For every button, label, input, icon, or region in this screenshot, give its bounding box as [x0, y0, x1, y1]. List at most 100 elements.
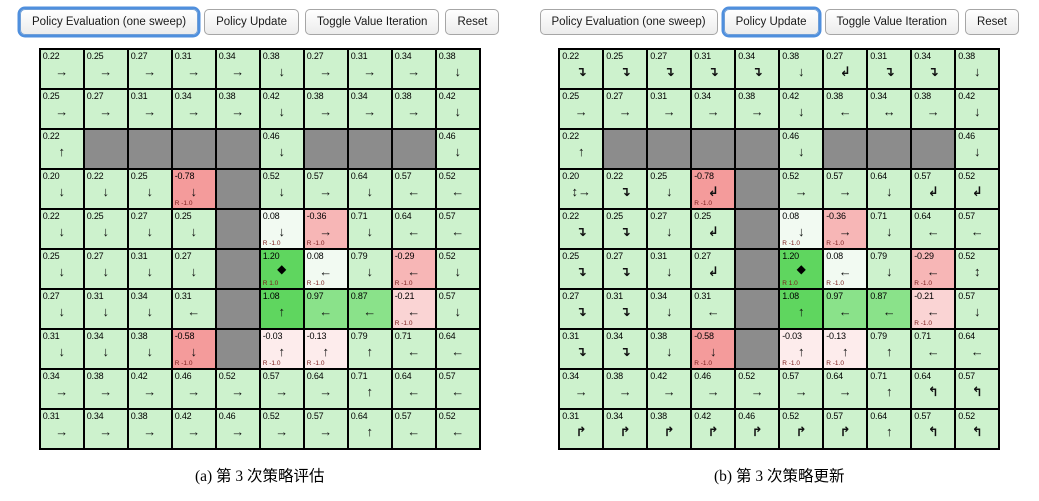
policy-arrow-icon: ↕→	[571, 184, 592, 199]
policy-arrow-icon: ↑	[798, 304, 805, 319]
cell-value: 0.46	[738, 411, 755, 421]
cell-value: 0.34	[350, 91, 368, 101]
grid-cell: 0.97 ←	[823, 289, 868, 329]
policy-arrow-icon: ↓	[886, 224, 893, 239]
policy-arrow-icon: ↓	[798, 144, 805, 159]
cell-value: -0.36	[306, 211, 327, 221]
grid-cell: 0.64 ↓	[347, 169, 392, 209]
grid-cell: 0.31 ↴	[603, 289, 648, 329]
reward-label: R -1.0	[174, 200, 193, 207]
grid-cell: 0.64 →	[303, 369, 348, 409]
policy-arrow-icon: ↓	[190, 344, 198, 359]
button-toggle-value-iteration[interactable]: Toggle Value Iteration	[305, 9, 440, 35]
grid-cell: 0.31 →	[39, 409, 84, 449]
policy-arrow-icon: ↴	[575, 344, 587, 359]
button-policy-evaluation-one-sweep[interactable]: Policy Evaluation (one sweep)	[539, 9, 718, 35]
policy-arrow-icon: ↓	[102, 304, 110, 319]
cell-value: 0.71	[914, 331, 931, 341]
wall-cell	[215, 169, 260, 209]
policy-arrow-icon: →	[407, 104, 421, 119]
button-toggle-value-iteration[interactable]: Toggle Value Iteration	[824, 9, 959, 35]
cell-value: 0.34	[606, 411, 623, 421]
grid-cell: 0.31 ↓	[647, 249, 692, 289]
cell-value: 0.87	[870, 291, 887, 301]
policy-arrow-icon: →	[275, 424, 289, 439]
reward-label: R -1.0	[826, 240, 844, 247]
cell-value: 0.64	[958, 331, 975, 341]
button-policy-update[interactable]: Policy Update	[723, 9, 819, 35]
cell-value: 0.27	[650, 211, 667, 221]
grid-cell: 0.64 →	[823, 369, 868, 409]
grid-cell: 0.25 ↴	[559, 249, 604, 289]
wall-cell	[171, 129, 216, 169]
button-reset[interactable]: Reset	[964, 9, 1019, 35]
grid-cell: 0.25 ↓	[171, 209, 216, 249]
cell-value: 0.31	[174, 291, 192, 301]
cell-value: -0.29	[394, 251, 415, 261]
policy-arrow-icon: →	[706, 104, 720, 119]
cell-value: 0.64	[826, 371, 843, 381]
cell-value: 0.79	[870, 331, 887, 341]
policy-arrow-icon: ↓	[146, 224, 154, 239]
cell-value: 0.38	[218, 91, 236, 101]
cell-value: 0.25	[86, 211, 104, 221]
policy-arrow-icon: ↓	[278, 224, 286, 239]
policy-arrow-icon: ↑	[798, 344, 805, 359]
policy-arrow-icon: ←	[187, 304, 201, 319]
policy-arrow-icon: ↓	[974, 144, 981, 159]
policy-arrow-icon: ↓	[366, 184, 374, 199]
policy-arrow-icon: ↓	[798, 104, 805, 119]
policy-arrow-icon: ↲	[707, 224, 719, 239]
wall-cell	[735, 249, 780, 289]
grid-cell: 0.08 ← R -1.0	[823, 249, 868, 289]
cell-value: 0.25	[606, 211, 623, 221]
cell-value: 0.31	[42, 331, 60, 341]
policy-arrow-icon: ↓	[278, 104, 286, 119]
cell-value: 0.46	[438, 131, 456, 141]
button-policy-evaluation-one-sweep[interactable]: Policy Evaluation (one sweep)	[20, 9, 199, 35]
cell-value: 0.97	[826, 291, 843, 301]
cell-value: 0.31	[350, 51, 368, 61]
reward-label: R -1.0	[262, 240, 281, 247]
policy-arrow-icon: ←	[451, 184, 465, 199]
policy-arrow-icon: ↓	[58, 304, 66, 319]
policy-arrow-icon: ↓	[974, 64, 981, 79]
cell-value: 0.38	[306, 91, 324, 101]
wall-cell	[127, 129, 172, 169]
grid-cell: 0.46 ↱	[735, 409, 780, 449]
policy-arrow-icon: ↱	[795, 424, 807, 439]
policy-arrow-icon: →	[363, 104, 377, 119]
policy-arrow-icon: ↓	[366, 264, 374, 279]
grid-cell: 0.64 ↰	[911, 369, 956, 409]
grid-cell: 1.08 ↑	[259, 289, 304, 329]
cell-value: 0.27	[42, 291, 60, 301]
grid-cell: 0.34 →	[691, 89, 736, 129]
grid-cell: 0.31 →	[647, 89, 692, 129]
grid-cell: 0.46 ↓	[259, 129, 304, 169]
grid-cell: 0.22 ↓	[39, 209, 84, 249]
policy-arrow-icon: →	[55, 424, 69, 439]
grid-cell: 0.79 ↑	[867, 329, 912, 369]
wall-cell	[735, 289, 780, 329]
policy-arrow-icon: →	[574, 384, 588, 399]
policy-arrow-icon: ↑	[278, 304, 286, 319]
grid-cell: 0.25 ↓	[647, 169, 692, 209]
cell-value: 0.25	[130, 171, 148, 181]
cell-value: 0.79	[350, 331, 368, 341]
policy-arrow-icon: →	[143, 104, 157, 119]
cell-value: 1.20	[782, 251, 799, 261]
grid-cell: 0.34 →	[39, 369, 84, 409]
grid-cell: 0.52 ↕	[955, 249, 1000, 289]
cell-value: 0.87	[350, 291, 368, 301]
reward-label: R -1.0	[394, 280, 413, 287]
cell-value: 0.38	[394, 91, 412, 101]
policy-arrow-icon: →	[319, 184, 333, 199]
policy-arrow-icon: →	[187, 424, 201, 439]
button-policy-update[interactable]: Policy Update	[204, 9, 300, 35]
cell-value: 0.52	[782, 171, 799, 181]
policy-arrow-icon: →	[143, 424, 157, 439]
grid-cell: 0.31 ↓	[83, 289, 128, 329]
policy-arrow-icon: ←	[319, 304, 333, 319]
cell-value: 0.38	[130, 331, 148, 341]
button-reset[interactable]: Reset	[445, 9, 500, 35]
